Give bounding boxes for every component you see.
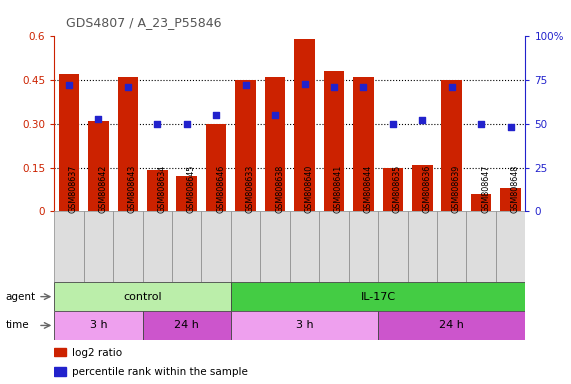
Bar — [143, 211, 172, 282]
Text: GSM808641: GSM808641 — [334, 165, 343, 214]
Bar — [54, 211, 84, 282]
Bar — [118, 77, 138, 211]
Bar — [408, 211, 437, 282]
Bar — [294, 40, 315, 211]
Bar — [231, 311, 378, 340]
Bar — [467, 211, 496, 282]
Bar — [235, 80, 256, 211]
Bar — [88, 121, 108, 211]
Point — [506, 124, 515, 131]
Bar — [319, 211, 349, 282]
Bar — [265, 77, 286, 211]
Point — [182, 121, 191, 127]
Text: GSM808633: GSM808633 — [246, 165, 255, 214]
Bar — [260, 211, 289, 282]
Bar — [437, 211, 467, 282]
Bar — [412, 165, 433, 211]
Bar — [176, 176, 197, 211]
Bar — [54, 282, 231, 311]
Point — [447, 84, 456, 90]
Text: GSM808644: GSM808644 — [363, 165, 372, 214]
Bar — [206, 124, 227, 211]
Text: GSM808638: GSM808638 — [275, 165, 284, 214]
Text: log2 ratio: log2 ratio — [72, 348, 122, 358]
Bar — [54, 367, 66, 376]
Bar — [471, 194, 492, 211]
Text: time: time — [6, 320, 29, 331]
Bar — [84, 211, 113, 282]
Point — [359, 84, 368, 90]
Bar — [113, 211, 143, 282]
Point — [241, 82, 250, 88]
Text: GSM808639: GSM808639 — [452, 165, 461, 214]
Bar — [54, 311, 143, 340]
Point — [300, 81, 309, 87]
Text: GSM808640: GSM808640 — [304, 165, 313, 214]
Text: percentile rank within the sample: percentile rank within the sample — [72, 367, 248, 377]
Text: 3 h: 3 h — [296, 320, 313, 331]
Text: GSM808634: GSM808634 — [157, 165, 166, 214]
Point — [94, 116, 103, 122]
Bar — [231, 282, 525, 311]
Bar — [324, 71, 344, 211]
Point — [418, 117, 427, 123]
Bar — [143, 311, 231, 340]
Bar — [289, 211, 319, 282]
Bar — [383, 167, 403, 211]
Bar — [147, 170, 168, 211]
Point — [123, 84, 132, 90]
Point — [271, 112, 280, 118]
Text: 24 h: 24 h — [439, 320, 464, 331]
Text: GSM808642: GSM808642 — [98, 165, 107, 214]
Point — [477, 121, 486, 127]
Bar — [59, 74, 79, 211]
Bar — [500, 188, 521, 211]
Text: agent: agent — [6, 291, 36, 302]
Text: GSM808635: GSM808635 — [393, 165, 402, 214]
Bar — [202, 211, 231, 282]
Point — [329, 84, 339, 90]
Bar — [231, 211, 260, 282]
Point — [388, 121, 397, 127]
Point — [152, 121, 162, 127]
Text: GSM808643: GSM808643 — [128, 165, 137, 214]
Bar — [54, 348, 66, 356]
Text: GSM808636: GSM808636 — [423, 165, 431, 214]
Bar — [349, 211, 378, 282]
Text: IL-17C: IL-17C — [360, 291, 396, 302]
Bar — [172, 211, 202, 282]
Text: GDS4807 / A_23_P55846: GDS4807 / A_23_P55846 — [66, 16, 221, 29]
Point — [212, 112, 221, 118]
Bar — [353, 77, 373, 211]
Point — [65, 82, 74, 88]
Text: GSM808645: GSM808645 — [187, 165, 196, 214]
Bar — [378, 211, 408, 282]
Text: GSM808647: GSM808647 — [481, 165, 490, 214]
Text: 24 h: 24 h — [174, 320, 199, 331]
Text: GSM808648: GSM808648 — [510, 165, 520, 214]
Bar — [378, 311, 525, 340]
Text: GSM808637: GSM808637 — [69, 165, 78, 214]
Text: control: control — [123, 291, 162, 302]
Bar — [441, 80, 462, 211]
Text: GSM808646: GSM808646 — [216, 165, 225, 214]
Bar — [496, 211, 525, 282]
Text: 3 h: 3 h — [90, 320, 107, 331]
